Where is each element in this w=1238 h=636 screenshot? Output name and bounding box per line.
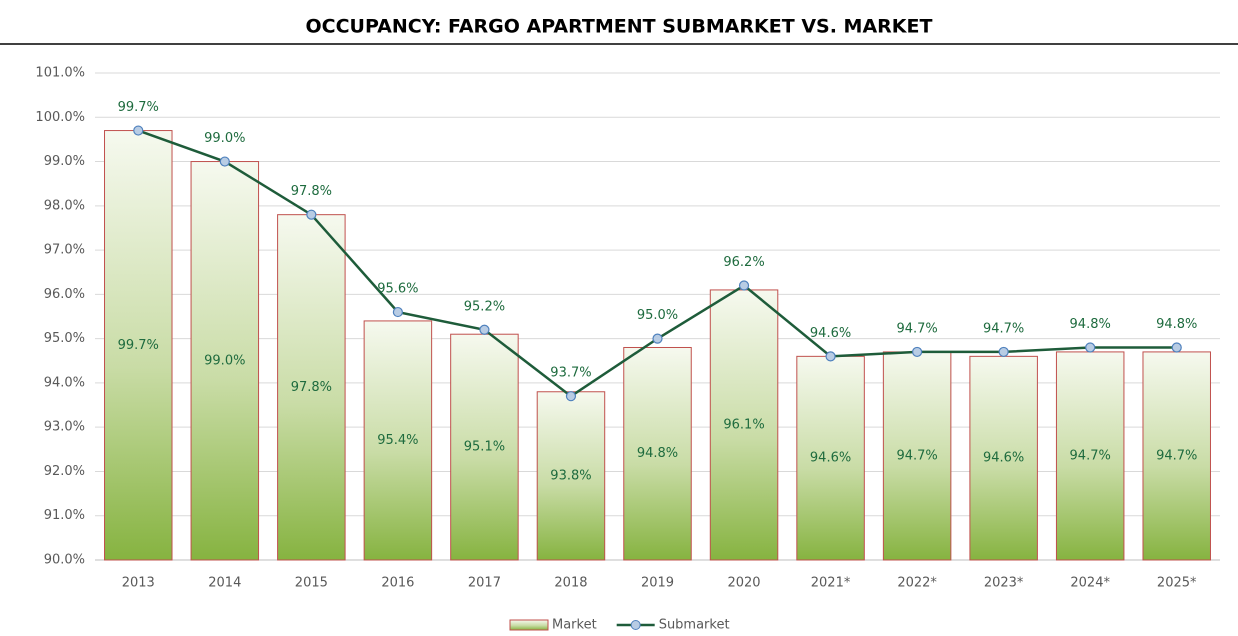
line-value-label: 97.8% [291,184,332,199]
line-value-label: 95.6% [377,282,418,297]
line-marker [392,306,403,318]
y-tick-label: 95.0% [44,331,85,346]
bar [277,214,346,561]
bar [104,130,173,561]
line-marker [219,156,230,167]
y-tick-label: 100.0% [35,110,85,125]
line-value-label: 95.2% [464,299,505,314]
bar-value-label: 95.4% [377,433,418,448]
bar-value-label: 94.6% [810,451,851,466]
bar-value-label: 95.1% [464,440,505,455]
bar [796,355,865,561]
line-value-label: 93.7% [550,366,591,381]
line-value-label: 95.0% [637,308,678,323]
bar [623,346,692,561]
line-marker [479,324,490,335]
y-tick-label: 91.0% [44,508,85,523]
y-tick-label: 98.0% [44,198,85,213]
x-tick-label: 2021* [811,576,851,591]
bar [969,355,1038,561]
line-value-label: 99.7% [118,100,159,115]
chart-title: OCCUPANCY: FARGO APARTMENT SUBMARKET VS.… [306,16,933,38]
x-tick-label: 2025* [1157,576,1197,591]
y-tick-label: 101.0% [35,66,85,81]
y-tick-label: 94.0% [44,375,85,390]
bar [450,333,519,561]
y-tick-label: 99.0% [44,154,85,169]
line-marker [825,351,836,362]
x-tick-label: 2022* [897,576,937,591]
y-tick-label: 96.0% [44,287,85,302]
x-tick-label: 2017 [468,576,501,591]
line-value-label: 99.0% [204,131,245,146]
x-tick-label: 2020 [727,576,760,591]
bar [882,351,952,561]
line-marker [1171,342,1182,353]
y-tick-label: 97.0% [44,243,85,258]
x-tick-label: 2016 [381,576,414,591]
line-marker [1085,342,1096,353]
bar-value-label: 93.8% [550,468,591,483]
line-marker [306,209,317,220]
y-tick-label: 92.0% [44,464,85,479]
legend-marker [630,620,641,630]
bar-value-label: 99.0% [204,353,245,368]
bar [1142,351,1211,561]
line-marker [133,125,144,136]
line-value-label: 94.8% [1156,317,1197,332]
line-value-label: 94.7% [896,321,937,336]
y-tick-label: 90.0% [44,553,85,568]
x-tick-label: 2024* [1070,576,1110,591]
bar-value-label: 94.7% [1156,448,1197,463]
legend-label: Market [552,618,597,633]
bar-value-label: 94.7% [1070,448,1111,463]
line-value-label: 96.2% [723,255,764,270]
line-value-label: 94.8% [1070,317,1111,332]
line-marker [738,280,750,291]
bar-value-label: 99.7% [118,338,159,353]
x-tick-label: 2014 [208,576,241,591]
x-tick-label: 2013 [122,576,155,591]
bar-value-label: 94.8% [637,446,678,461]
legend-swatch [509,619,549,631]
bar [1055,351,1125,561]
legend-label: Submarket [659,618,730,633]
bar-value-label: 97.8% [291,380,332,395]
x-tick-label: 2018 [554,576,587,591]
line-marker [912,346,923,358]
line-value-label: 94.7% [983,321,1024,336]
bar-value-label: 96.1% [723,417,764,432]
bar [709,289,779,561]
line-marker [652,333,663,344]
x-tick-label: 2023* [984,576,1024,591]
bar [363,320,433,561]
bar [190,161,260,561]
bar-value-label: 94.6% [983,451,1024,466]
x-tick-label: 2015 [295,576,328,591]
line-marker [565,391,577,402]
bar-value-label: 94.7% [896,448,937,463]
bar [536,391,606,561]
x-tick-label: 2019 [641,576,674,591]
line-value-label: 94.6% [810,326,851,341]
line-marker [998,346,1009,358]
y-tick-label: 93.0% [44,420,85,435]
